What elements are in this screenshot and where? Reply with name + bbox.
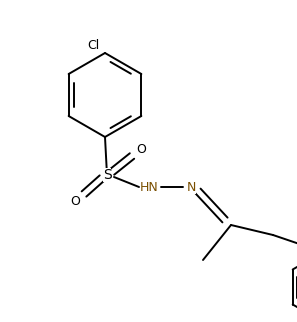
Text: S: S — [103, 168, 111, 182]
Text: O: O — [70, 194, 80, 207]
Text: HN: HN — [140, 181, 158, 194]
Text: O: O — [136, 143, 146, 156]
Text: N: N — [186, 181, 196, 194]
Text: Cl: Cl — [87, 39, 99, 52]
